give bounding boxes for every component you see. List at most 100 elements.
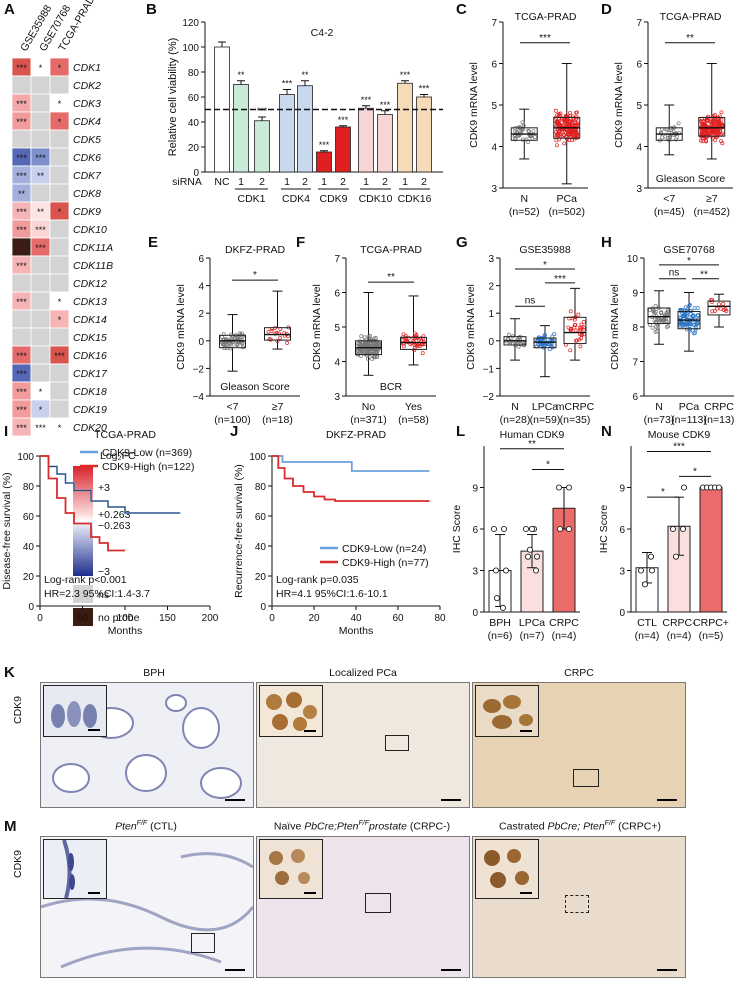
f-ytick-label: 5 <box>334 323 340 334</box>
j-ytick-label: 80 <box>255 482 267 493</box>
b-ytick-label: 20 <box>188 143 200 154</box>
f-point <box>364 351 369 356</box>
l-ytick-label: 3 <box>472 567 478 578</box>
g-ytick-label: 3 <box>488 254 494 265</box>
a-row-label: CDK11B <box>73 260 113 272</box>
i-xlabel: Months <box>108 625 142 637</box>
n-point <box>669 525 677 533</box>
h-box <box>707 300 731 316</box>
h-ylabel: CDK9 mRNA level <box>609 284 621 370</box>
a-legend-tick: +3 <box>98 482 110 494</box>
h-point <box>663 318 668 323</box>
h-point <box>659 311 664 316</box>
e-point <box>226 341 231 346</box>
g-point <box>578 344 583 349</box>
b-bar <box>233 84 249 173</box>
e-ytick-label: 4 <box>198 282 204 293</box>
b-bar <box>335 126 351 173</box>
d-point <box>706 114 711 119</box>
n-point <box>680 484 688 491</box>
i-series-line <box>40 455 125 552</box>
h-ytick-label: 7 <box>632 358 638 369</box>
h-point <box>687 320 692 325</box>
a-row-label: CDK16 <box>73 350 107 362</box>
m-crpc-plus-image <box>472 836 686 978</box>
i-ytick-label: 80 <box>23 482 35 493</box>
f-point <box>401 332 406 337</box>
a-row-label: CDK15 <box>73 332 107 344</box>
h-sig: * <box>687 256 691 267</box>
n-sig: * <box>661 487 665 498</box>
a-cell-sig: *** <box>54 351 65 361</box>
j-legend-label: CDK9-High (n=77) <box>342 557 429 569</box>
g-point <box>576 312 581 317</box>
k-ylabel: CDK9 <box>12 696 24 725</box>
n-point <box>672 553 680 560</box>
c-point <box>516 132 521 137</box>
a-cell-sig: ** <box>37 171 45 181</box>
h-point <box>708 298 713 302</box>
m-ctl-inset <box>43 839 107 899</box>
panel-letter-A: A <box>4 1 15 18</box>
h-point <box>687 303 692 308</box>
h-point <box>687 303 692 307</box>
a-legend-tick: −3 <box>98 566 110 578</box>
g-ytick-label: −1 <box>483 364 495 375</box>
h-point <box>655 329 660 334</box>
f-cat-label: No <box>362 401 376 413</box>
a-cell-sig: * <box>58 207 62 217</box>
panel-letter-I: I <box>4 423 8 440</box>
g-point <box>581 327 586 332</box>
f-point <box>401 344 406 349</box>
a-cell-sig: *** <box>16 63 27 73</box>
d-point <box>718 129 723 134</box>
a-cell <box>30 327 51 347</box>
a-row-label: CDK4 <box>73 116 101 128</box>
d-point <box>677 131 682 136</box>
a-row-label: CDK1 <box>73 62 101 74</box>
a-cell-sig: *** <box>35 153 46 163</box>
i-ytick-label: 40 <box>23 542 35 553</box>
g-cat-label: LPCa <box>532 401 558 413</box>
g-ylabel: CDK9 mRNA level <box>465 284 477 370</box>
a-cell-sig: *** <box>16 171 27 181</box>
g-point <box>575 338 579 343</box>
a-cell <box>49 417 70 437</box>
f-ytick-label: 6 <box>334 289 340 300</box>
a-cell <box>49 363 70 383</box>
h-point <box>650 325 655 330</box>
e-ytick-label: −2 <box>193 364 205 375</box>
e-point <box>267 337 272 342</box>
b-ytick-label: 120 <box>182 18 199 29</box>
i-legend-label: CDK9-High (n=122) <box>102 461 195 473</box>
d-point <box>719 139 723 144</box>
l-point <box>555 484 563 491</box>
a-cell-sig: *** <box>16 261 27 271</box>
e-point <box>234 342 239 347</box>
c-point <box>521 123 526 128</box>
h-ytick-label: 8 <box>632 323 638 334</box>
a-cell <box>11 327 32 347</box>
h-title: GSE70768 <box>663 244 715 256</box>
a-cell <box>30 363 51 383</box>
a-cell-sig: *** <box>16 369 27 379</box>
h-point <box>691 331 696 336</box>
l-title: Human CDK9 <box>500 429 565 441</box>
h-point <box>692 306 697 310</box>
a-cell-sig: * <box>39 387 43 397</box>
a-row-label: CDK7 <box>73 170 102 182</box>
g-title: GSE35988 <box>519 244 571 256</box>
g-point <box>536 336 541 341</box>
i-xtick-label: 100 <box>117 613 134 624</box>
a-cell <box>30 75 51 95</box>
e-point <box>224 343 229 348</box>
l-point <box>493 595 501 602</box>
f-point <box>370 349 375 354</box>
m-title-crpc-minus: Naïve PbCre;PtenF/Fprostate (CRPC-) <box>273 820 451 833</box>
g-ytick-label: 1 <box>488 309 494 320</box>
a-cell-sig: ** <box>18 189 26 199</box>
d-sig: ** <box>686 33 694 44</box>
h-point <box>716 302 721 307</box>
d-n-label: (n=45) <box>654 206 685 218</box>
j-ytick-label: 40 <box>255 542 267 553</box>
